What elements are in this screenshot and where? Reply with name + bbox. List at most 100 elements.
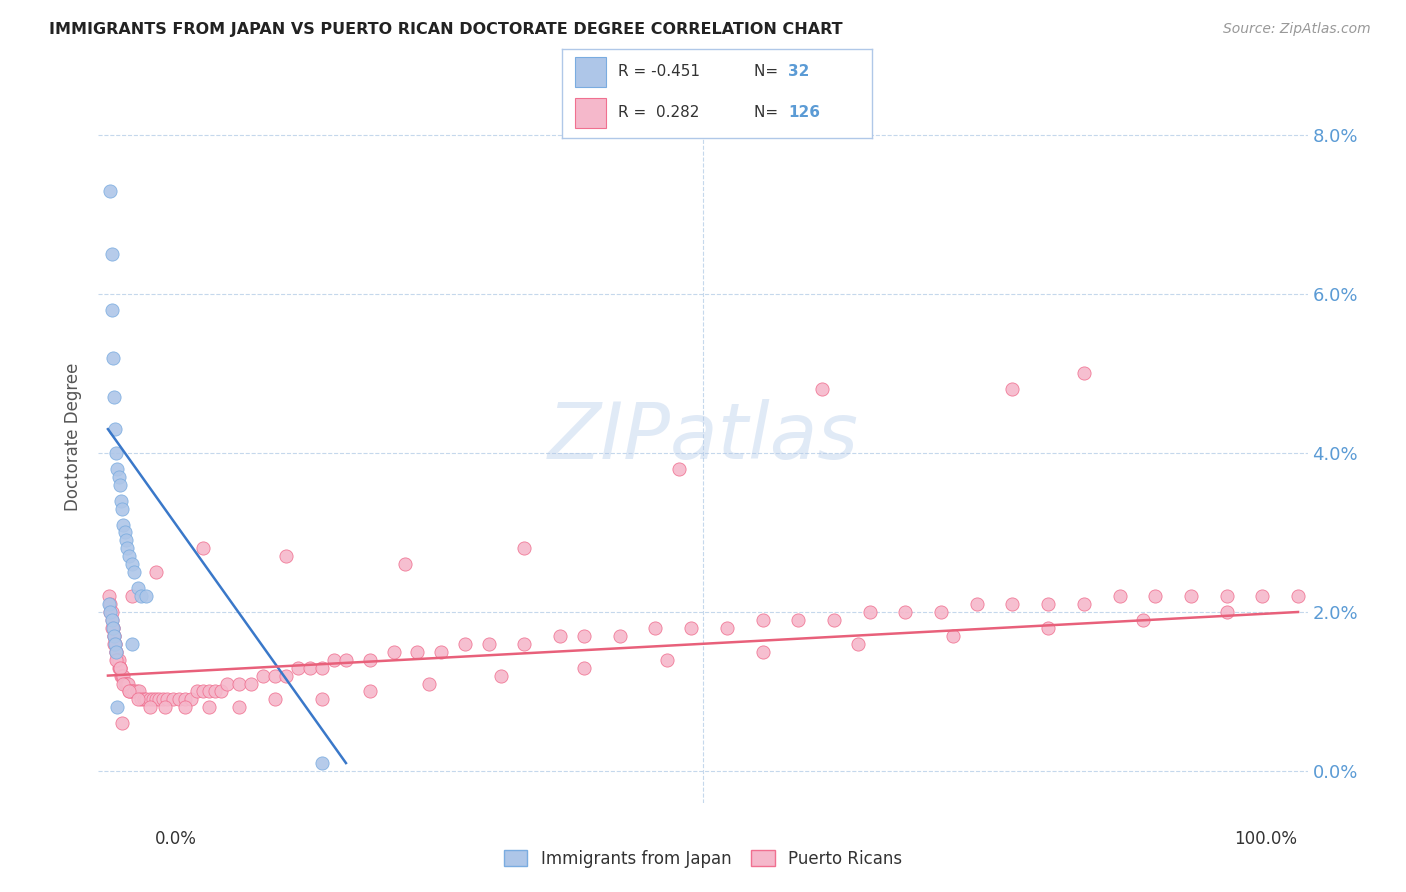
Point bbox=[120, 684, 142, 698]
Point bbox=[394, 558, 416, 572]
Point bbox=[406, 645, 429, 659]
Point bbox=[1180, 589, 1202, 603]
Point bbox=[107, 653, 129, 667]
Point bbox=[108, 477, 131, 491]
Point bbox=[105, 645, 128, 659]
Point bbox=[145, 692, 167, 706]
Text: 126: 126 bbox=[789, 105, 820, 120]
Point bbox=[276, 549, 298, 564]
Point bbox=[114, 676, 136, 690]
Text: N=: N= bbox=[754, 64, 783, 79]
Point bbox=[129, 589, 152, 603]
Point bbox=[138, 692, 160, 706]
Point bbox=[299, 660, 322, 674]
Point bbox=[132, 692, 155, 706]
Point bbox=[681, 621, 703, 635]
Point bbox=[209, 684, 232, 698]
Point bbox=[114, 533, 136, 548]
Point bbox=[228, 700, 250, 714]
Point bbox=[323, 653, 346, 667]
Point bbox=[103, 637, 125, 651]
Point bbox=[98, 605, 121, 619]
Text: R =  0.282: R = 0.282 bbox=[619, 105, 699, 120]
Point bbox=[198, 700, 221, 714]
Point bbox=[121, 558, 143, 572]
Point bbox=[103, 390, 125, 404]
Point bbox=[846, 637, 869, 651]
Point bbox=[1132, 613, 1154, 627]
Point bbox=[121, 637, 143, 651]
Point bbox=[787, 613, 810, 627]
Point bbox=[100, 605, 122, 619]
Point bbox=[98, 184, 121, 198]
Point bbox=[263, 692, 285, 706]
Point bbox=[112, 668, 135, 682]
Point bbox=[811, 383, 834, 397]
Point bbox=[98, 597, 121, 611]
Point bbox=[823, 613, 845, 627]
Point bbox=[489, 668, 512, 682]
Point bbox=[101, 621, 124, 635]
Point bbox=[548, 629, 571, 643]
Point bbox=[105, 446, 128, 460]
Point bbox=[103, 629, 125, 643]
Point bbox=[105, 645, 128, 659]
Point bbox=[239, 676, 262, 690]
Point bbox=[115, 676, 138, 690]
Point bbox=[186, 684, 208, 698]
Point bbox=[100, 621, 122, 635]
Point bbox=[716, 621, 738, 635]
Point bbox=[111, 716, 134, 731]
Point bbox=[191, 541, 214, 556]
Point bbox=[335, 653, 357, 667]
Point bbox=[382, 645, 405, 659]
Point bbox=[108, 660, 131, 674]
Point bbox=[1073, 367, 1095, 381]
Point bbox=[454, 637, 477, 651]
Point bbox=[609, 629, 631, 643]
Point bbox=[122, 684, 145, 698]
Point bbox=[118, 549, 141, 564]
Point bbox=[107, 653, 129, 667]
Point bbox=[156, 692, 179, 706]
Point bbox=[114, 676, 136, 690]
Text: IMMIGRANTS FROM JAPAN VS PUERTO RICAN DOCTORATE DEGREE CORRELATION CHART: IMMIGRANTS FROM JAPAN VS PUERTO RICAN DO… bbox=[49, 22, 842, 37]
Bar bbox=[575, 98, 606, 128]
Point bbox=[751, 613, 773, 627]
Point bbox=[107, 470, 129, 484]
Point bbox=[107, 653, 129, 667]
Text: N=: N= bbox=[754, 105, 783, 120]
Point bbox=[121, 589, 143, 603]
Point bbox=[942, 629, 965, 643]
Point bbox=[174, 700, 197, 714]
Point bbox=[572, 629, 595, 643]
Point bbox=[859, 605, 882, 619]
Text: 32: 32 bbox=[789, 64, 810, 79]
Point bbox=[1215, 605, 1237, 619]
Point bbox=[112, 676, 135, 690]
Point bbox=[121, 684, 143, 698]
Point bbox=[127, 581, 149, 595]
Point bbox=[100, 613, 122, 627]
Point bbox=[125, 684, 148, 698]
Point bbox=[430, 645, 453, 659]
Legend: Immigrants from Japan, Puerto Ricans: Immigrants from Japan, Puerto Ricans bbox=[503, 849, 903, 868]
Point bbox=[110, 493, 132, 508]
Point bbox=[513, 637, 536, 651]
Point bbox=[122, 566, 145, 580]
Point bbox=[751, 645, 773, 659]
Point bbox=[135, 692, 157, 706]
Point bbox=[359, 684, 381, 698]
Point bbox=[359, 653, 381, 667]
Point bbox=[127, 692, 149, 706]
Point bbox=[103, 629, 125, 643]
Point bbox=[101, 351, 124, 365]
Point bbox=[108, 660, 131, 674]
Point bbox=[117, 676, 139, 690]
Point bbox=[108, 660, 131, 674]
Point bbox=[100, 247, 122, 261]
Point bbox=[311, 660, 333, 674]
Point bbox=[104, 637, 127, 651]
Point bbox=[180, 692, 202, 706]
Point bbox=[98, 589, 121, 603]
